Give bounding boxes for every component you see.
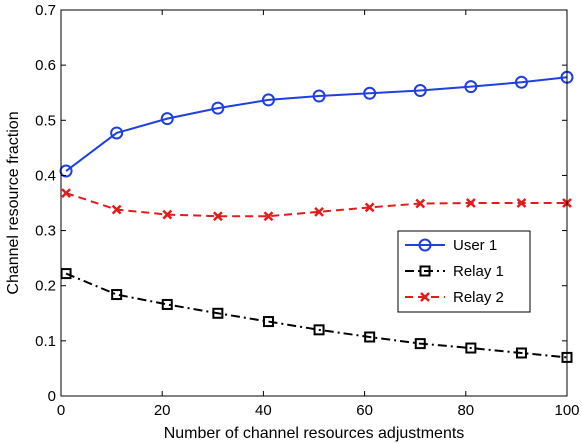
axis-ticks: 0 20 40 60 80 100 0 0.1 0.2 0.3 0.4 0.5 0.6 0.7 — [35, 2, 579, 419]
data-point — [312, 89, 326, 103]
legend-label: User 1 — [453, 237, 497, 254]
legend-label: Relay 2 — [453, 289, 504, 306]
data-point — [212, 211, 223, 222]
data-point — [110, 126, 124, 140]
data-point — [212, 307, 224, 319]
data-point — [314, 206, 324, 217]
series-line — [65, 272, 568, 359]
series-user-1 — [59, 70, 574, 178]
data-point — [313, 324, 325, 336]
data-point — [364, 331, 376, 343]
y-tick-label: 0.1 — [35, 333, 56, 350]
data-point — [414, 338, 426, 350]
data-point — [419, 265, 431, 277]
y-tick-label: 0.6 — [35, 57, 56, 74]
series-line — [65, 76, 568, 172]
plot-frame — [60, 9, 568, 397]
data-point — [111, 289, 123, 301]
data-point — [514, 75, 528, 89]
data-point — [263, 211, 274, 222]
x-tick-label: 40 — [255, 402, 272, 419]
x-tick-label: 80 — [457, 402, 474, 419]
data-point — [364, 202, 375, 213]
y-tick-label: 0.7 — [35, 2, 56, 19]
data-point — [262, 316, 274, 328]
x-tick-label: 60 — [356, 402, 373, 419]
data-point — [211, 101, 225, 115]
data-point — [60, 268, 72, 280]
data-point — [418, 238, 432, 252]
data-point — [464, 80, 478, 94]
data-point — [162, 209, 173, 220]
data-point — [160, 112, 174, 126]
data-point — [413, 84, 427, 98]
series-relay-2 — [61, 188, 572, 222]
y-tick-label: 0 — [48, 388, 56, 405]
series-layer — [59, 70, 574, 363]
data-point — [261, 93, 275, 107]
legend: User 1 Relay 1 Relay 2 — [397, 230, 531, 313]
legend-label: Relay 1 — [453, 263, 504, 280]
x-tick-label: 0 — [57, 402, 65, 419]
data-point — [465, 342, 477, 354]
data-point — [111, 204, 122, 215]
x-tick-label: 100 — [554, 402, 579, 419]
y-tick-label: 0.2 — [35, 278, 56, 295]
data-point — [61, 188, 71, 198]
y-axis-label: Channel resource fraction — [5, 111, 22, 294]
data-point — [515, 347, 527, 359]
data-point — [465, 198, 476, 208]
y-tick-label: 0.5 — [35, 112, 56, 129]
y-tick-label: 0.4 — [35, 167, 56, 184]
data-point — [415, 198, 426, 209]
data-point — [161, 298, 173, 310]
x-axis-label: Number of channel resources adjustments — [164, 425, 465, 442]
y-tick-label: 0.3 — [35, 223, 56, 240]
data-point — [363, 86, 377, 100]
data-point — [420, 292, 430, 302]
data-point — [516, 198, 527, 208]
x-tick-label: 20 — [154, 402, 171, 419]
